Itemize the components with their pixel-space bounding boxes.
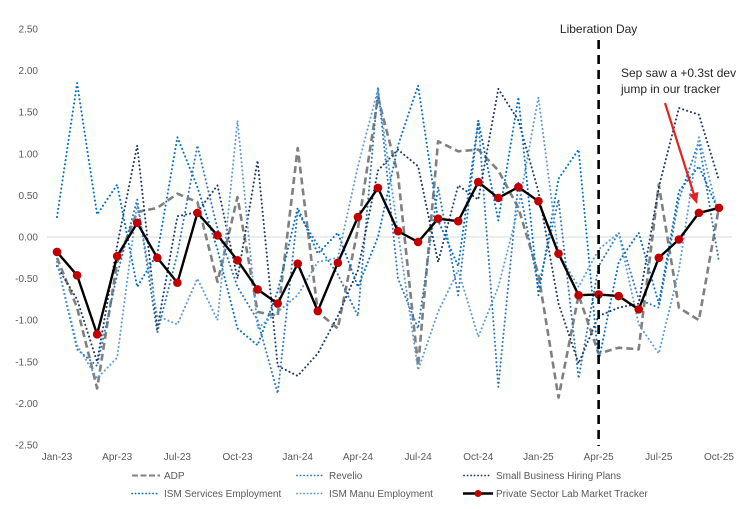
y-tick-label: -2.00: [15, 399, 38, 410]
y-tick-label: 1.50: [19, 108, 39, 119]
x-tick-label: Apr-24: [343, 452, 373, 463]
data-point: [413, 237, 423, 247]
series-adp: [55, 95, 721, 399]
data-point: [253, 285, 262, 294]
data-point: [453, 216, 463, 226]
series-line: [56, 82, 720, 363]
data-point: [614, 291, 623, 301]
x-tick-label: Oct-25: [704, 452, 734, 463]
data-point: [514, 182, 523, 192]
data-point: [132, 218, 142, 228]
legend-item: Small Business Hiring Plans: [463, 471, 621, 482]
series-line: [55, 95, 721, 399]
data-point: [433, 214, 443, 223]
legend-label: ISM Manu Employment: [329, 489, 433, 500]
x-tick-label: Jul-25: [645, 452, 673, 463]
legend-marker: [474, 490, 482, 497]
data-point: [554, 249, 563, 258]
data-point: [92, 330, 102, 339]
data-point: [654, 253, 664, 263]
sep-jump-arrowhead: [688, 191, 699, 204]
data-point: [574, 290, 583, 300]
data-point: [293, 259, 303, 268]
series-ism-manu-employment: [56, 87, 720, 380]
x-tick-label: Oct-23: [223, 452, 253, 463]
x-tick-label: Apr-25: [584, 452, 614, 463]
y-tick-label: 1.00: [19, 149, 39, 160]
sep-jump-annotation-line-2: jump in our tracker: [620, 82, 720, 96]
data-point: [313, 306, 323, 316]
x-axis: Jan-23 Apr-23 Jul-23 Oct-23 Jan-24 Apr-24 Jul-…: [42, 452, 735, 463]
x-tick-label: Jan-25: [523, 452, 554, 463]
series-ism-services-employment: [56, 82, 720, 363]
sep-jump-arrow: [663, 102, 695, 194]
y-tick-label: 0.50: [19, 191, 39, 202]
data-point: [72, 270, 82, 280]
legend-item: ADP: [132, 471, 185, 482]
data-point: [534, 196, 543, 206]
data-point: [52, 247, 62, 257]
y-tick-label: -1.00: [15, 316, 38, 327]
series-line: [56, 180, 720, 336]
legend-item: Revelio: [296, 471, 363, 482]
data-point: [193, 208, 202, 218]
legend-label: Small Business Hiring Plans: [496, 471, 621, 482]
sep-jump-annotation-line-1: Sep saw a +0.3st dev: [621, 66, 736, 80]
data-point: [233, 255, 242, 265]
data-point: [594, 290, 603, 299]
x-tick-label: Oct-24: [463, 452, 493, 463]
data-point: [153, 253, 162, 263]
x-tick-label: Jul-24: [404, 452, 432, 463]
y-axis: 2.50 2.00 1.50 1.00 0.50 0.00 -0.50 -1.00 -1.50 -…: [15, 25, 38, 452]
legend-item: ISM Services Employment: [131, 489, 281, 500]
data-point: [674, 235, 684, 244]
x-tick-label: Jul-23: [164, 452, 192, 463]
x-tick-label: Jan-23: [42, 452, 73, 463]
series-revelio: [56, 86, 720, 395]
data-point: [634, 305, 644, 314]
y-tick-label: -2.50: [15, 441, 38, 452]
series-line: [56, 87, 720, 380]
y-tick-label: 2.50: [19, 25, 39, 36]
series-line: [56, 87, 720, 377]
y-tick-label: 2.00: [19, 66, 39, 77]
legend-label: ADP: [164, 471, 185, 482]
data-point: [393, 226, 403, 236]
data-point: [112, 251, 122, 261]
data-point: [353, 212, 363, 222]
data-point: [714, 203, 724, 213]
data-point: [694, 208, 704, 218]
data-point: [373, 183, 383, 193]
data-point: [173, 278, 182, 288]
legend-label: Private Sector Lab Market Tracker: [496, 489, 648, 500]
data-point: [333, 258, 343, 268]
legend-item: ISM Manu Employment: [296, 489, 433, 500]
x-tick-label: Jan-24: [282, 452, 313, 463]
series-private-sector-lab-market-tracker: [52, 177, 724, 339]
data-point: [494, 193, 503, 203]
series-layer: [52, 82, 724, 399]
y-tick-label: -0.50: [15, 274, 38, 285]
y-tick-label: -1.50: [15, 357, 38, 368]
data-point: [473, 177, 483, 187]
legend-item: Private Sector Lab Market Tracker: [463, 489, 648, 500]
legend-label: ISM Services Employment: [164, 489, 281, 500]
series-line: [56, 86, 720, 395]
y-tick-label: 0.00: [19, 233, 39, 244]
annotation-layer: Liberation Day Sep saw a +0.3st dev jump…: [560, 22, 736, 446]
x-tick-label: Apr-23: [102, 452, 132, 463]
series-small-business-hiring-plans: [56, 87, 720, 377]
data-point: [273, 299, 282, 308]
data-point: [213, 231, 222, 240]
legend: ADP Revelio Small Business Hiring Plans ISM…: [131, 471, 648, 500]
legend-label: Revelio: [329, 471, 363, 482]
liberation-day-label: Liberation Day: [560, 22, 637, 36]
